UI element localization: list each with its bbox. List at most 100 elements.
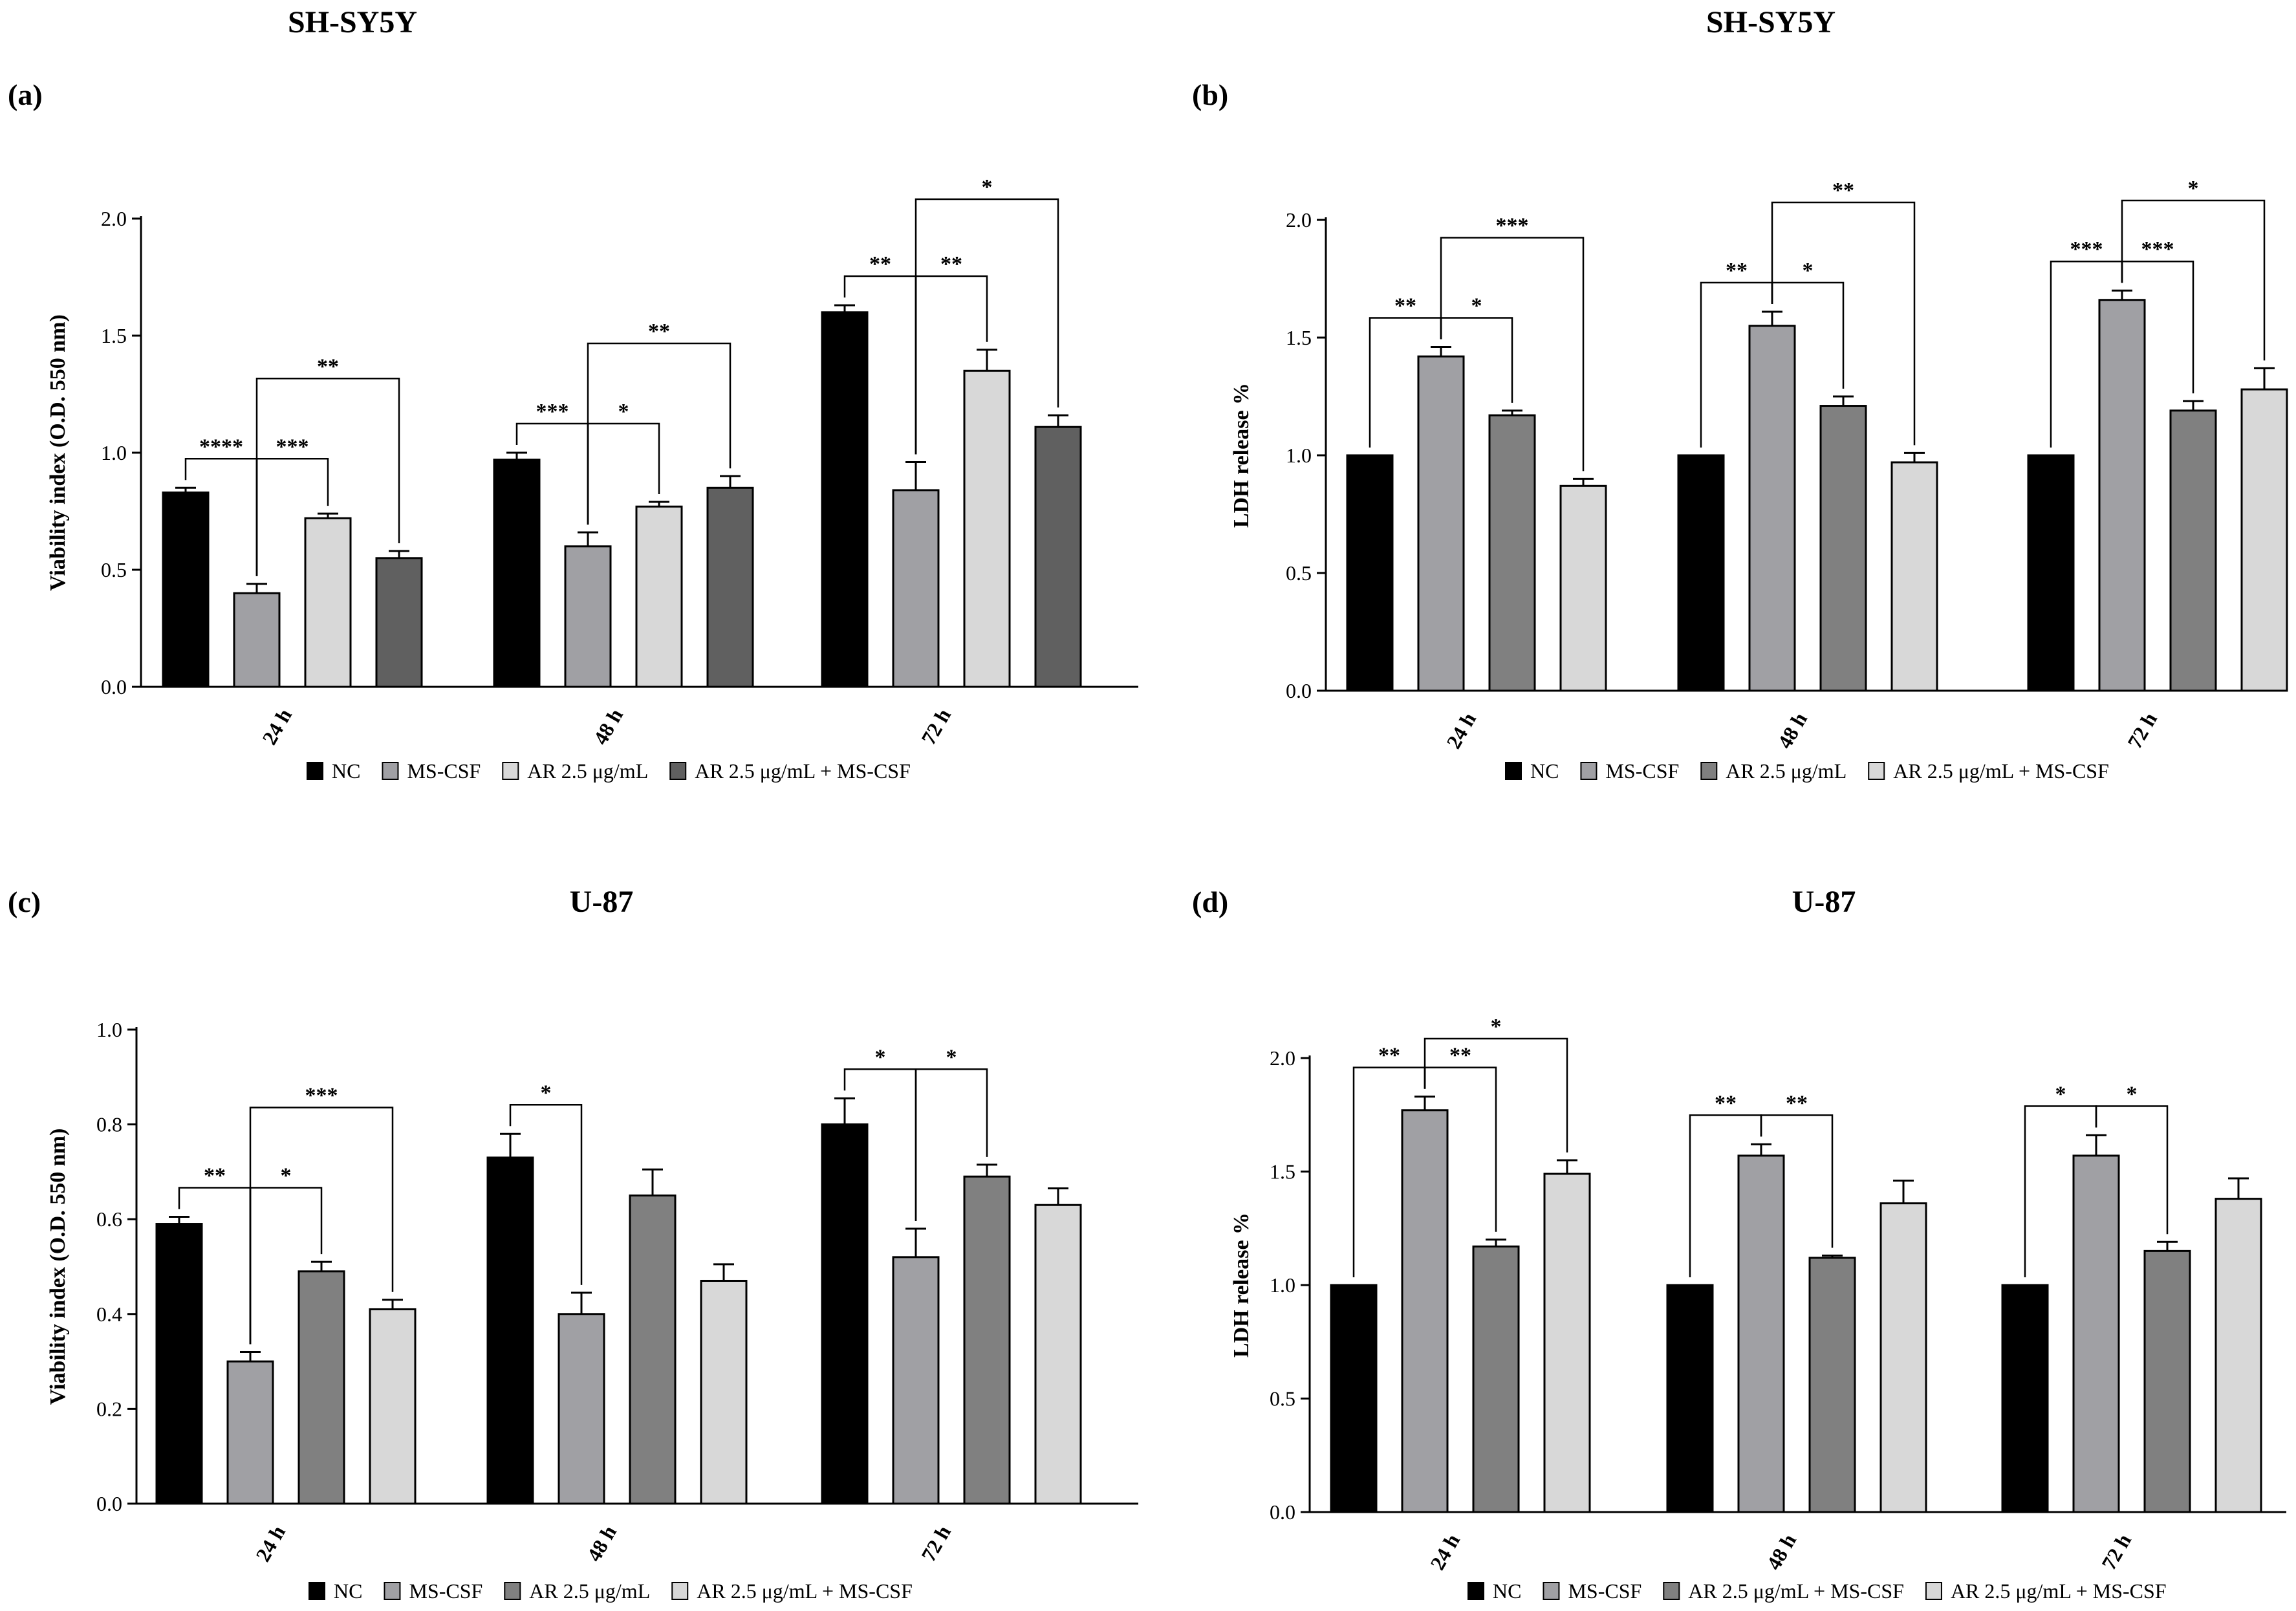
x-tick-label: 72 h: [2123, 708, 2161, 752]
bar: [963, 369, 1011, 688]
bar: [1677, 454, 1725, 692]
legend-swatch: [1868, 762, 1885, 780]
panel-d-title: U-87: [1792, 885, 1856, 919]
x-tick-label: 24 h: [1442, 708, 1480, 752]
bar: [1034, 1204, 1082, 1505]
x-tick-label: 48 h: [1773, 708, 1812, 752]
bar: [1346, 454, 1394, 692]
legend-swatch: [671, 1582, 689, 1600]
legend-label: MS-CSF: [1605, 759, 1679, 783]
chart-a-viability-shsy5y: 0.0 0.5 1.0 1.5 2.0 Viability index (O.D. 550…: [46, 175, 1138, 783]
y-tick-label: 0.5: [1270, 1387, 1295, 1411]
significance-label: **: [940, 252, 962, 276]
significance-label: **: [869, 252, 891, 276]
significance-label: ***: [305, 1084, 338, 1108]
bar: [700, 1279, 748, 1505]
bar: [375, 557, 423, 688]
legend-swatch: [669, 762, 687, 780]
significance-bracket: [2121, 199, 2266, 361]
bar: [564, 545, 612, 688]
y-tick-label: 0.5: [101, 558, 127, 581]
chart-b-ldh-shsy5y: 0.0 0.5 1.0 1.5 2.0 LDH release % 24 h 48 h 72 h…: [1229, 177, 2288, 783]
y-tick-label: 1.0: [101, 441, 127, 464]
legend-label: NC: [1530, 759, 1559, 783]
bar: [821, 311, 869, 688]
significance-label: ****: [199, 435, 243, 459]
significance-label: **: [1726, 259, 1748, 283]
significance-bracket: [249, 1107, 394, 1345]
bar: [1559, 484, 1607, 692]
significance-label: **: [648, 319, 670, 343]
significance-label: **: [1715, 1091, 1737, 1115]
bar: [1543, 1173, 1591, 1513]
y-tick-label: 1.0: [96, 1018, 122, 1041]
legend-swatch: [1543, 1582, 1560, 1600]
bar: [2169, 409, 2217, 692]
significance-bracket: [509, 1104, 583, 1285]
bar: [629, 1195, 677, 1505]
x-tick-label: 24 h: [257, 704, 296, 748]
legend-swatch: [1505, 762, 1522, 780]
bar: [155, 1223, 203, 1505]
legend-label: NC: [334, 1579, 362, 1603]
y-tick-label: 2.0: [101, 207, 127, 230]
significance-label: **: [317, 354, 339, 378]
bar: [821, 1123, 869, 1505]
bar: [1819, 405, 1867, 692]
bar: [1666, 1284, 1714, 1513]
panel-b-title: SH-SY5Y: [1706, 5, 1836, 39]
chart-d-ldh-u87: 0.0 0.5 1.0 1.5 2.0 LDH release % 24 h 48 h 72 h…: [1229, 1015, 2286, 1603]
y-tick-label: 0.8: [96, 1113, 122, 1136]
significance-label: ***: [2070, 237, 2103, 261]
legend-swatch: [1700, 762, 1718, 780]
x-tick-label: 72 h: [916, 1521, 955, 1565]
bar: [1401, 1109, 1449, 1513]
bar: [635, 505, 683, 688]
y-axis-label: LDH release %: [1229, 383, 1253, 528]
legend-label: AR 2.5 μg/mL + MS-CSF: [697, 1579, 913, 1603]
significance-label: **: [204, 1164, 226, 1188]
significance-label: ***: [2141, 237, 2174, 261]
significance-bracket: [2095, 1105, 2169, 1235]
significance-label: **: [1832, 178, 1854, 202]
significance-label: ***: [1496, 214, 1529, 238]
y-axis-label: Viability index (O.D. 550 nm): [46, 314, 70, 591]
y-tick-label: 0.4: [96, 1303, 122, 1326]
x-tick-label: 24 h: [1425, 1530, 1464, 1573]
y-tick-label: 2.0: [1270, 1046, 1295, 1070]
bar: [1737, 1154, 1785, 1513]
y-tick-label: 1.5: [1270, 1160, 1295, 1184]
x-tick-label: 48 h: [582, 1521, 621, 1565]
legend-swatch: [384, 1582, 401, 1600]
y-tick-label: 0.5: [1286, 561, 1312, 585]
y-tick-label: 0.0: [101, 675, 127, 698]
bar: [493, 459, 541, 688]
bar: [2215, 1198, 2262, 1513]
legend-label: NC: [1493, 1579, 1521, 1603]
x-tick-label: 24 h: [251, 1521, 290, 1565]
bar: [298, 1270, 345, 1505]
significance-label: **: [1786, 1091, 1808, 1115]
panel-d-letter: (d): [1192, 885, 1228, 918]
bar: [1890, 461, 1938, 692]
y-tick-label: 0.2: [96, 1397, 122, 1420]
legend-label: AR 2.5 μg/mL: [529, 1579, 650, 1603]
panel-a-title: SH-SY5Y: [288, 5, 417, 39]
significance-label: **: [1378, 1044, 1400, 1068]
y-axis-label: Viability index (O.D. 550 nm): [46, 1129, 70, 1405]
bar: [233, 592, 281, 688]
significance-bracket: [1760, 1114, 1834, 1248]
significance-bracket: [1440, 237, 1585, 471]
legend-label: MS-CSF: [407, 759, 481, 783]
legend-label: AR 2.5 μg/mL: [1726, 759, 1847, 783]
legend-swatch: [382, 762, 399, 780]
y-tick-label: 2.0: [1286, 208, 1312, 232]
x-tick-label: 72 h: [916, 704, 955, 748]
y-tick-label: 0.0: [1270, 1500, 1295, 1524]
panel-c-title: U-87: [570, 885, 634, 919]
bar: [369, 1308, 417, 1505]
bar: [1330, 1284, 1378, 1513]
significance-label: *: [875, 1045, 886, 1069]
significance-bracket: [1424, 1037, 1568, 1152]
legend-label: MS-CSF: [409, 1579, 482, 1603]
